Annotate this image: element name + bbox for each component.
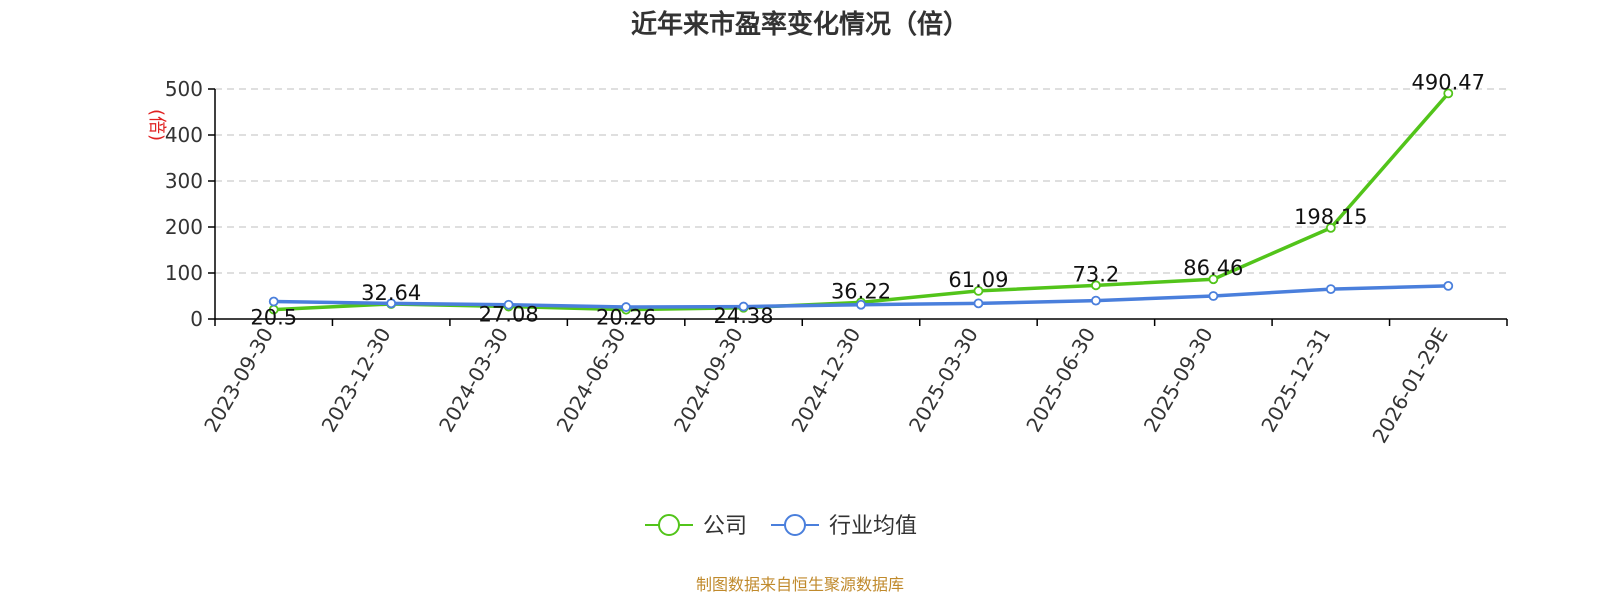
series-point-1[interactable] — [503, 299, 514, 310]
data-label: 86.46 — [1183, 256, 1243, 280]
chart-title: 近年来市盈率变化情况（倍） — [631, 9, 969, 40]
series-point-1[interactable] — [1443, 280, 1454, 291]
data-label-layer: 20.5 32.64 27.08 20.26 24.38 36.22 61.09 73.2 86… — [250, 70, 1485, 329]
legend-item-1[interactable]: 行业均值 — [771, 514, 917, 539]
y-tick-label: 200 — [165, 215, 203, 239]
series-point-0[interactable] — [973, 285, 984, 296]
data-source-note: 制图数据来自恒生聚源数据库 — [696, 575, 904, 594]
y-axis-unit-label: (倍) — [146, 109, 167, 141]
x-tick-label: 2023-12-30 — [317, 324, 396, 437]
series-point-1[interactable] — [386, 298, 397, 309]
series-point-1[interactable] — [1208, 291, 1219, 301]
x-tick-label: 2025-12-31 — [1256, 324, 1335, 437]
data-label: 24.38 — [713, 304, 773, 328]
legend-label: 公司 — [703, 514, 747, 539]
series-point-1[interactable] — [973, 298, 984, 309]
series-point-1[interactable] — [738, 301, 749, 312]
legend-circle-icon — [784, 514, 806, 536]
series-point-1[interactable] — [856, 299, 866, 310]
data-label: 36.22 — [831, 279, 891, 303]
y-tick-label: 300 — [165, 169, 203, 193]
series-point-0[interactable] — [1443, 88, 1454, 99]
legend-item-0[interactable]: 公司 — [645, 514, 747, 539]
x-tick-label: 2023-09-30 — [199, 324, 278, 437]
series-point-1[interactable] — [268, 296, 279, 307]
y-tick-label: 0 — [190, 307, 203, 331]
data-label: 198.15 — [1294, 205, 1367, 229]
x-tick-label: 2026-01-29E — [1367, 324, 1452, 448]
series-point-0[interactable] — [1091, 280, 1101, 291]
y-tick-label: 500 — [165, 77, 203, 101]
legend[interactable]: 公司 行业均值 — [645, 514, 917, 539]
x-tick-label: 2024-12-30 — [786, 324, 865, 437]
series-point-1[interactable] — [1325, 284, 1336, 295]
x-tick-label: 2024-06-30 — [552, 324, 631, 437]
series-point-0[interactable] — [1208, 274, 1219, 285]
series-line-0 — [273, 92, 1450, 312]
series-point-1[interactable] — [621, 302, 631, 312]
data-label: 20.26 — [596, 306, 656, 330]
data-label: 27.08 — [479, 303, 539, 327]
legend-label: 行业均值 — [829, 514, 917, 539]
x-tick-label: 2025-03-30 — [904, 324, 983, 437]
x-tick-label: 2024-03-30 — [434, 324, 513, 437]
series-point-0[interactable] — [1325, 222, 1336, 233]
data-label: 73.2 — [1073, 262, 1120, 286]
data-label: 61.09 — [948, 268, 1008, 292]
grid-layer — [215, 88, 1507, 274]
y-tick-label: 100 — [165, 261, 203, 285]
data-label: 32.64 — [361, 281, 421, 305]
data-label: 20.5 — [250, 306, 297, 330]
x-tick-label: 2025-09-30 — [1139, 324, 1218, 437]
y-tick-label: 400 — [165, 123, 203, 147]
x-tick-label: 2025-06-30 — [1021, 324, 1100, 437]
series-layer — [268, 88, 1454, 315]
legend-circle-icon — [658, 514, 680, 536]
x-tick-label: 2024-09-30 — [669, 324, 748, 437]
series-point-1[interactable] — [1091, 295, 1101, 306]
axis-layer: 0 100 200 300 400 500 2023-09-30 2023-12-30 2024… — [165, 77, 1508, 448]
data-label: 490.47 — [1412, 70, 1485, 94]
